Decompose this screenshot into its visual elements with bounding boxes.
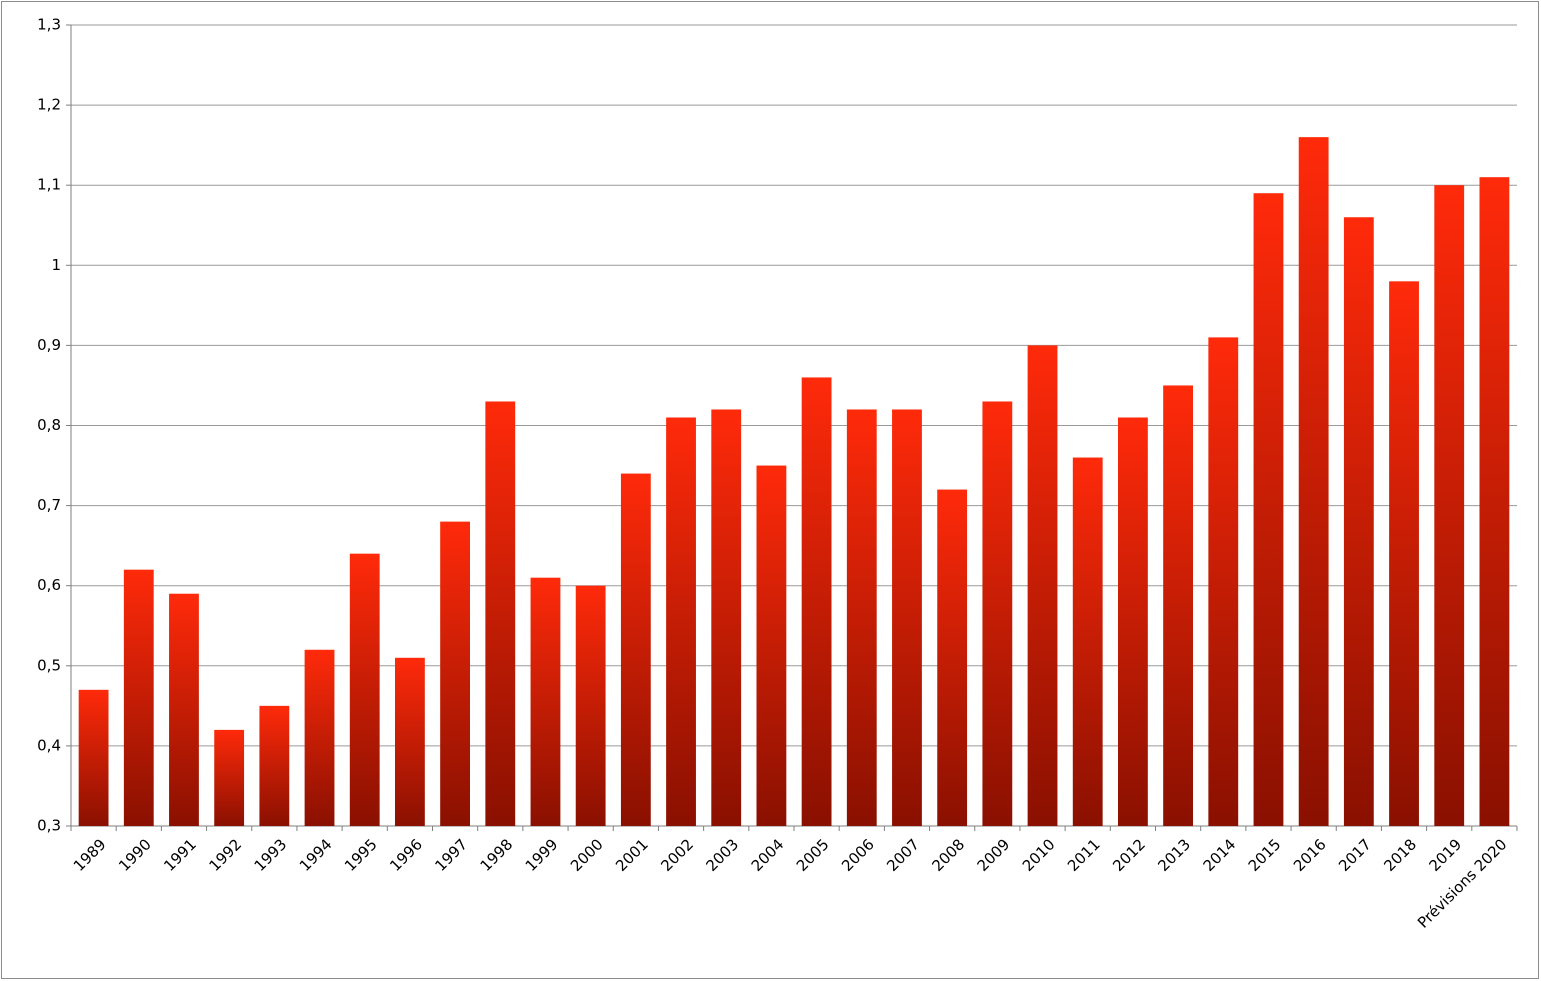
x-tick-label: 2003 — [702, 835, 742, 875]
bar — [1389, 281, 1419, 826]
bar — [485, 401, 516, 826]
y-tick-label: 0,3 — [37, 817, 61, 835]
y-tick-label: 1,3 — [37, 16, 61, 34]
x-tick-label: 2017 — [1335, 835, 1375, 875]
bar — [440, 521, 471, 826]
x-tick-label: 2005 — [793, 835, 833, 875]
x-tick-label: 1999 — [522, 835, 562, 875]
y-tick-label: 1,1 — [37, 176, 61, 194]
x-tick-label: 2012 — [1109, 835, 1149, 875]
bar — [169, 593, 199, 826]
bar — [1117, 417, 1148, 826]
x-tick-label: 2010 — [1019, 835, 1059, 875]
bar — [1343, 217, 1374, 827]
bar — [1027, 345, 1058, 826]
bar — [1163, 385, 1194, 826]
y-tick-label: 0,6 — [37, 576, 61, 594]
bar — [78, 689, 109, 826]
x-tick-label: 1997 — [431, 835, 471, 875]
bar — [1298, 137, 1329, 826]
bar — [937, 489, 968, 826]
x-tick-label: 2000 — [567, 835, 607, 875]
x-tick-label: 2011 — [1064, 835, 1104, 875]
x-tick-label: 1994 — [296, 835, 336, 875]
x-tick-label: 2008 — [928, 835, 968, 875]
x-tick-label: 1995 — [341, 835, 381, 875]
x-tick-label: 2007 — [883, 835, 923, 875]
bar — [304, 649, 335, 826]
x-tick-label: 1989 — [70, 835, 110, 875]
bar — [982, 401, 1013, 826]
x-tick-label: 2001 — [612, 835, 652, 875]
x-tick-label: 2014 — [1200, 835, 1240, 875]
y-tick-label: 0,5 — [37, 656, 61, 674]
y-tick-label: 1 — [51, 256, 61, 274]
x-tick-label: 2002 — [657, 835, 697, 875]
x-tick-label: 1996 — [386, 835, 426, 875]
bar — [394, 657, 425, 826]
x-tick-label: 2009 — [974, 835, 1014, 875]
bar — [846, 409, 877, 826]
y-tick-label: 0,4 — [37, 736, 61, 754]
bar — [711, 409, 742, 826]
bar — [801, 377, 832, 826]
x-tick-label: 2006 — [838, 835, 878, 875]
x-tick-label: 1998 — [477, 835, 517, 875]
y-tick-label: 0,7 — [37, 496, 61, 514]
bar — [123, 569, 154, 826]
x-tick-label: 2013 — [1154, 835, 1194, 875]
x-tick-label: 1990 — [115, 835, 155, 875]
y-tick-label: 0,9 — [37, 336, 61, 354]
bar — [1479, 177, 1510, 826]
x-tick-label: 1992 — [205, 835, 245, 875]
bar — [575, 585, 606, 826]
x-tick-label: 2019 — [1425, 835, 1465, 875]
bar — [666, 417, 696, 826]
bar — [756, 465, 787, 826]
bar — [214, 729, 245, 826]
x-tick-label: 2004 — [748, 835, 788, 875]
bar — [259, 705, 290, 826]
x-tick-label: 1993 — [251, 835, 291, 875]
bar — [1072, 457, 1103, 826]
bar — [1253, 193, 1284, 826]
y-tick-label: 0,8 — [37, 416, 61, 434]
x-tick-label: 2015 — [1245, 835, 1285, 875]
y-tick-label: 1,2 — [37, 96, 61, 114]
bar — [1208, 337, 1239, 826]
x-tick-label: 1991 — [160, 835, 200, 875]
x-tick-label: 2018 — [1380, 835, 1420, 875]
bar — [1434, 185, 1465, 826]
bar — [530, 577, 561, 826]
bar — [892, 409, 922, 826]
x-tick-label: 2016 — [1290, 835, 1330, 875]
bar — [349, 553, 380, 826]
bar — [620, 473, 651, 826]
